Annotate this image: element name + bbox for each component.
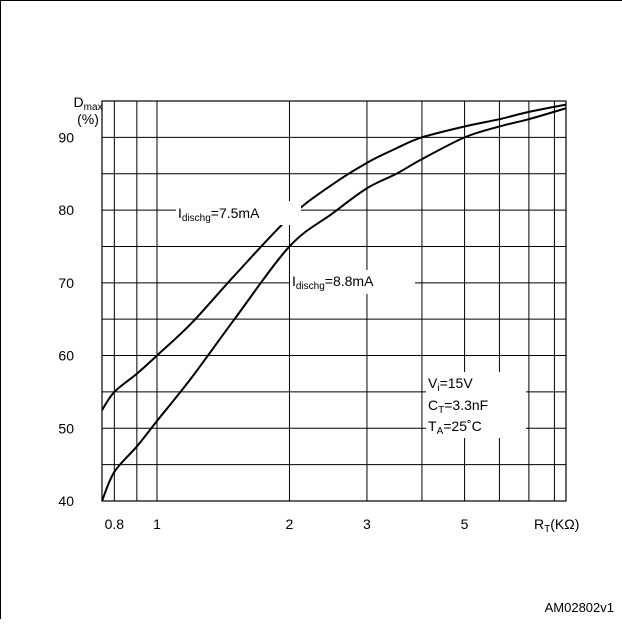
series-label-bg-8-8ma [290,270,415,294]
condition-ct: CT=3.3nF [428,397,488,416]
series-line-8-8ma [101,107,567,502]
y-tick-label: 90 [58,129,74,145]
y-tick-label: 40 [58,493,74,509]
x-tick-label: 5 [461,516,469,532]
y-tick-label: 80 [58,202,74,218]
x-tick-label: 3 [363,516,371,532]
condition-ta: TA=25˚C [428,418,482,437]
conditions-bg [426,372,526,438]
tick-labels: 0.8 1 2 3 5 40 50 60 70 80 90 [58,129,468,532]
y-tick-label: 50 [58,420,74,436]
series-label-7-5ma: Idischg=7.5mA [178,205,260,224]
x-axis-label: RT(KΩ) [534,516,579,535]
plot-area [101,100,567,502]
x-tick-label: 1 [153,516,161,532]
y-axis-label: Dmax [73,94,102,113]
y-tick-label: 60 [58,348,74,364]
condition-vi: Vi=15V [428,375,473,394]
series-line-7-5ma [101,103,567,411]
test-conditions: Vi=15V CT=3.3nF TA=25˚C [426,372,526,438]
y-tick-label: 70 [58,275,74,291]
series-label-bg-7-5ma [176,201,301,225]
series-label-8-8ma: Idischg=8.8mA [292,273,374,292]
grid [102,101,566,501]
x-tick-label: 2 [286,516,294,532]
x-tick-label: 0.8 [105,516,125,532]
series-lines [101,103,567,502]
figure-id: AM02802v1 [544,600,614,615]
y-axis-unit: (%) [77,111,99,127]
